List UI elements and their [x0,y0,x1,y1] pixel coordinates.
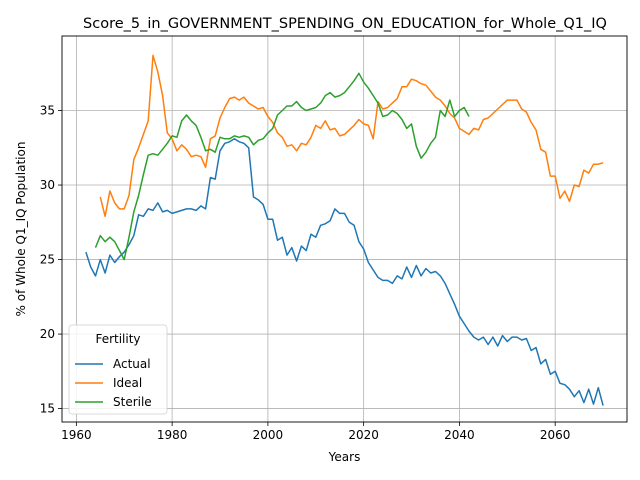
axes-frame [61,35,628,423]
x-tick-label: 1960 [61,428,92,442]
y-tick-label: 30 [40,178,55,192]
y-tick-label: 25 [40,253,55,267]
legend-label-actual: Actual [113,357,151,371]
x-tick-label: 1980 [157,428,188,442]
chart-title: Score_5_in_GOVERNMENT_SPENDING_ON_EDUCAT… [83,16,607,32]
x-tick-label: 2000 [253,428,284,442]
x-axis-label: Years [328,450,361,464]
series-line-sterile [94,72,470,261]
x-tick-label: 2040 [444,428,475,442]
y-axis-label: % of Whole Q1_IQ Population [14,142,28,317]
legend-box [68,324,168,415]
legend-label-sterile: Sterile [113,395,152,409]
legend-title: Fertility [95,332,140,346]
series-lines [85,54,604,406]
x-tick-label: 2020 [348,428,379,442]
y-tick-label: 35 [40,104,55,118]
axis-ticks: 1960 1980 2000 2020 2040 2060 15 20 25 30 35 [40,104,571,442]
legend-label-ideal: Ideal [113,376,142,390]
series-line-actual [85,138,604,406]
series-line-ideal [99,54,604,218]
y-tick-label: 15 [40,402,55,416]
x-tick-label: 2060 [540,428,571,442]
y-tick-label: 20 [40,327,55,341]
legend: Fertility Actual Ideal Sterile [68,324,168,415]
